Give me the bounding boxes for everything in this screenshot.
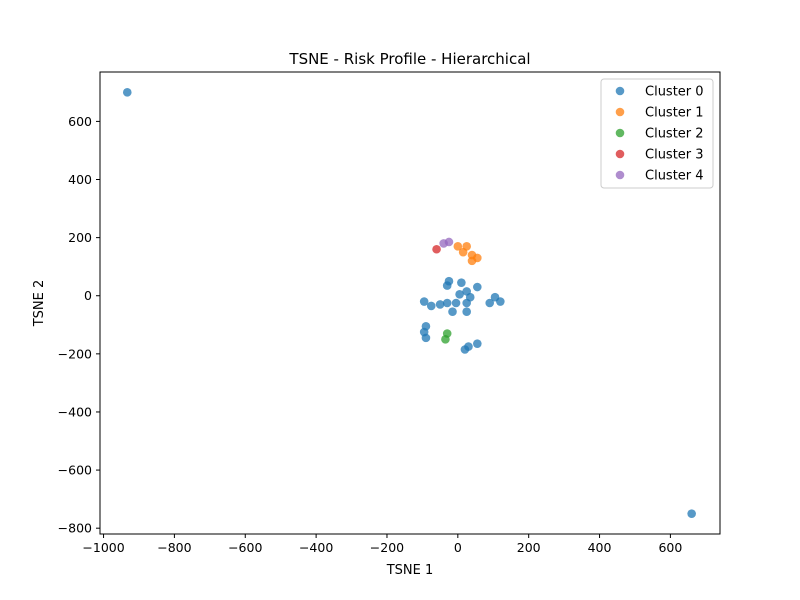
legend-marker <box>615 170 625 180</box>
y-tick-label: −200 <box>58 346 92 361</box>
data-point <box>485 298 495 308</box>
data-point <box>455 289 464 299</box>
data-point <box>419 297 429 306</box>
legend: Cluster 0 Cluster 1 Cluster 2 Cluster 3 Clus… <box>600 78 714 189</box>
x-tick-label: −600 <box>228 540 262 555</box>
legend-item: Cluster 2 <box>615 127 704 142</box>
data-point <box>473 339 482 348</box>
legend-label: Cluster 2 <box>645 127 704 142</box>
legend-item: Cluster 0 <box>615 85 704 100</box>
y-axis: −800 −600 −400 −200 0 200 400 600 <box>58 114 100 536</box>
y-tick-label: 600 <box>68 114 92 129</box>
x-axis-label: TSNE 1 <box>386 563 434 578</box>
data-point <box>122 88 132 97</box>
y-tick-label: 0 <box>84 288 92 303</box>
x-tick-label: 200 <box>517 540 541 555</box>
data-point <box>444 276 454 286</box>
data-point <box>457 278 466 287</box>
legend-marker <box>615 149 625 159</box>
x-axis: −1000 −800 −600 −400 −200 0 200 400 600 <box>82 534 682 555</box>
x-tick-label: −400 <box>299 540 333 555</box>
legend-box <box>600 78 714 189</box>
series-cluster-1 <box>453 242 482 266</box>
data-point <box>442 298 452 308</box>
legend-item: Cluster 4 <box>615 169 704 184</box>
data-point <box>687 509 696 518</box>
chart-title: TSNE - Risk Profile - Hierarchical <box>288 50 530 68</box>
data-point <box>458 247 468 257</box>
data-point <box>496 297 505 306</box>
series-cluster-3 <box>432 244 441 254</box>
legend-marker <box>615 107 625 117</box>
data-point <box>462 307 471 317</box>
legend-label: Cluster 1 <box>645 106 704 121</box>
x-tick-label: −200 <box>370 540 404 555</box>
x-tick-label: −1000 <box>82 540 124 555</box>
legend-label: Cluster 0 <box>645 85 704 100</box>
data-point <box>453 242 463 251</box>
x-tick-label: 400 <box>588 540 612 555</box>
y-axis-label: TSNE 2 <box>32 280 47 328</box>
y-tick-label: −400 <box>58 404 92 419</box>
data-point <box>444 237 454 247</box>
legend-label: Cluster 3 <box>645 148 704 163</box>
plot-area: −1000 −800 −600 −400 −200 0 200 400 600 −800 −600… <box>58 71 721 555</box>
legend-item: Cluster 1 <box>615 106 704 121</box>
data-point <box>448 307 457 317</box>
data-point <box>462 298 471 308</box>
data-point <box>435 300 445 309</box>
x-tick-label: 0 <box>454 540 462 555</box>
data-point <box>473 282 482 292</box>
legend-marker <box>615 86 625 96</box>
legend-label: Cluster 4 <box>645 169 704 184</box>
series-cluster-4 <box>439 237 454 248</box>
axes-frame <box>99 71 721 535</box>
x-tick-label: 600 <box>658 540 682 555</box>
data-point <box>432 244 441 254</box>
data-point <box>426 301 436 311</box>
y-tick-label: 400 <box>68 172 92 187</box>
y-tick-label: −600 <box>58 463 92 478</box>
series-cluster-2 <box>441 329 452 344</box>
legend-item: Cluster 3 <box>615 148 704 163</box>
data-point <box>467 256 477 266</box>
data-point <box>441 335 450 344</box>
data-point <box>421 333 431 343</box>
data-point <box>460 345 470 354</box>
series-cluster-0 <box>122 88 696 518</box>
legend-marker <box>615 128 625 138</box>
y-tick-label: 200 <box>68 230 92 245</box>
x-tick-label: −800 <box>157 540 191 555</box>
data-points <box>122 88 696 518</box>
data-point <box>451 298 461 308</box>
y-tick-label: −800 <box>58 521 92 536</box>
